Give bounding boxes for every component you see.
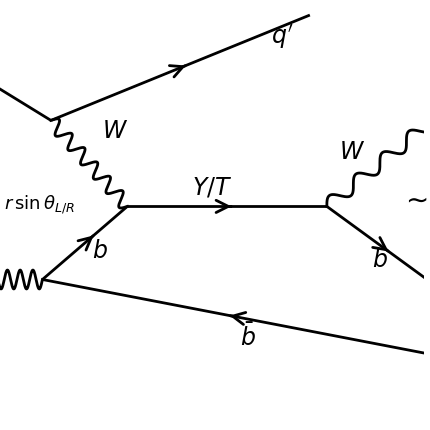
Text: $\bar{b}$: $\bar{b}$	[240, 324, 256, 351]
Text: $r\,\sin\theta_{L/R}$: $r\,\sin\theta_{L/R}$	[4, 193, 75, 215]
Text: $W$: $W$	[101, 120, 128, 143]
Text: $\sim$: $\sim$	[400, 187, 428, 213]
Text: $q'$: $q'$	[271, 22, 294, 51]
Text: $Y/T$: $Y/T$	[192, 175, 233, 199]
Text: $b$: $b$	[92, 240, 108, 263]
Text: $W$: $W$	[339, 141, 366, 164]
Text: $b$: $b$	[372, 249, 388, 272]
